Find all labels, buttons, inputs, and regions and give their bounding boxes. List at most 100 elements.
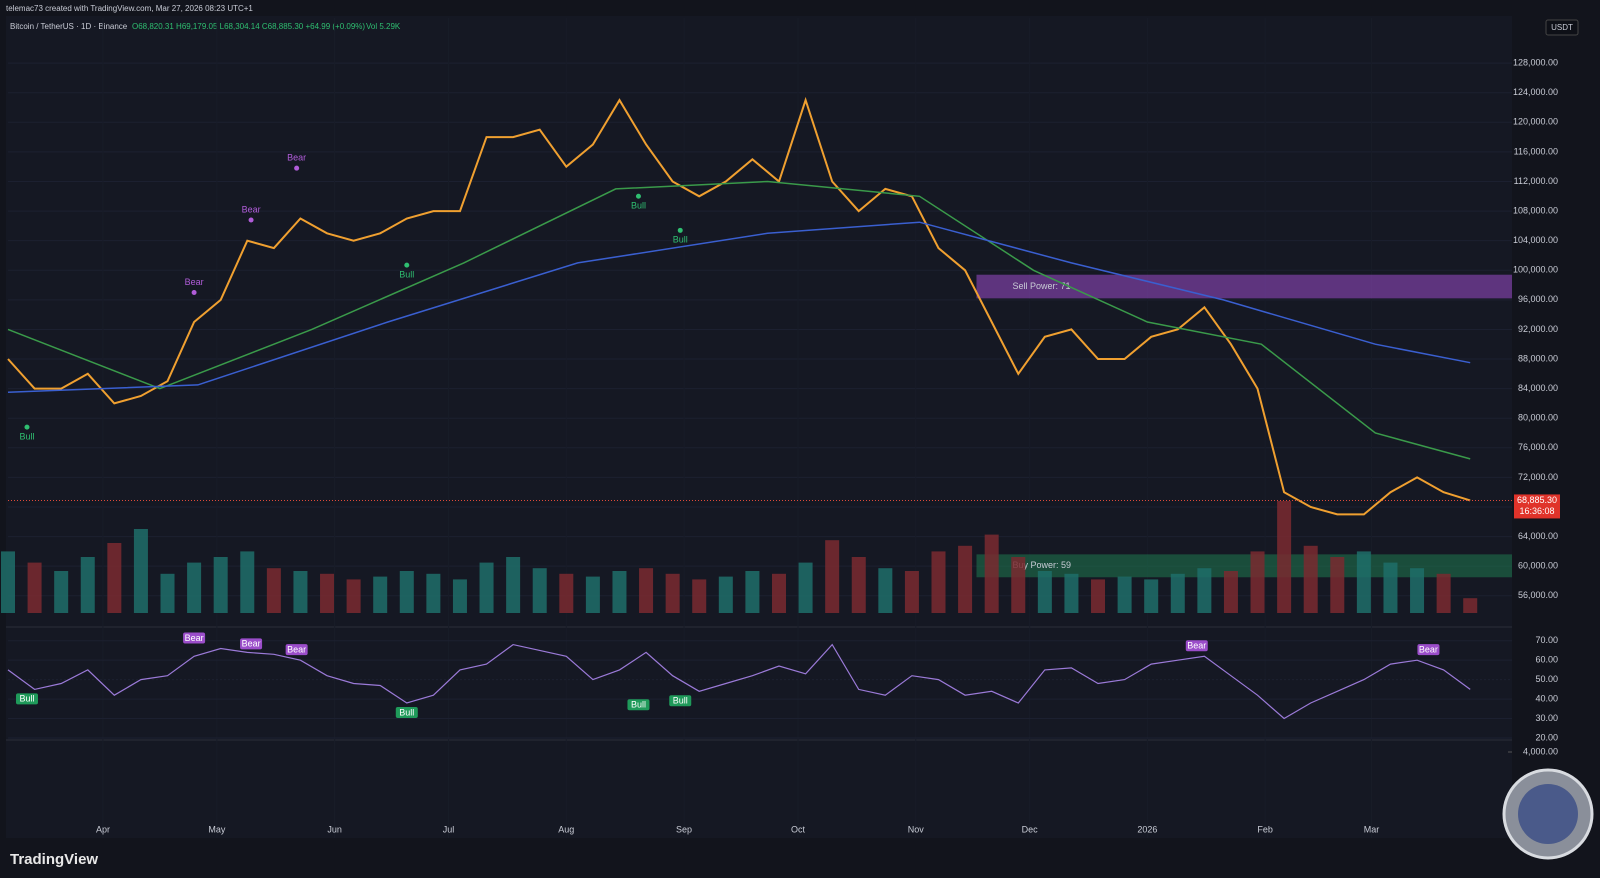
signal-label: Bull [399, 269, 414, 279]
volume-bar [745, 571, 760, 613]
x-tick-label: 2026 [1137, 824, 1157, 834]
y-tick-label: 76,000.00 [1518, 442, 1558, 452]
rsi-signal-label: Bear [185, 633, 204, 643]
volume-bar [133, 529, 148, 613]
x-tick-label: Jul [443, 824, 455, 834]
volume-bar [1011, 557, 1026, 613]
volume-bar [931, 551, 946, 613]
brand: TradingView [10, 851, 98, 868]
volume-bar [984, 534, 999, 613]
volume-bar [373, 576, 388, 613]
volume-bar [54, 571, 69, 613]
ohlc: O68,820.31 H69,179.05 L68,304.14 C68,885… [132, 22, 365, 31]
signal-marker [677, 227, 683, 233]
volume-bar [532, 568, 547, 613]
rsi-tick-label: 40.00 [1535, 693, 1558, 703]
volume-bar [107, 543, 122, 613]
y-tick-label: 104,000.00 [1513, 235, 1558, 245]
volume-bar [320, 573, 335, 613]
volume-bar [825, 540, 840, 613]
volume-bar [1277, 501, 1292, 613]
volume-bar [1117, 576, 1132, 613]
rsi-signal-box [183, 632, 206, 644]
signal-marker [24, 424, 30, 430]
y-tick-label: 108,000.00 [1513, 205, 1558, 215]
volume-bar [213, 557, 228, 613]
plot-area [6, 16, 1512, 838]
y-tick-label: 128,000.00 [1513, 58, 1558, 68]
rsi-signal-label: Bull [19, 694, 34, 704]
y-tick-label: 56,000.00 [1518, 590, 1558, 600]
currency[interactable]: USDT [1551, 23, 1573, 32]
x-tick-label: Nov [908, 824, 925, 834]
volume-bar [718, 576, 733, 613]
rsi-signal-label: Bear [242, 639, 261, 649]
volume-bar [452, 579, 467, 613]
currency-box[interactable] [1545, 19, 1579, 36]
macd-tick-label: 4,000.00 [1523, 746, 1558, 756]
volume-bar [1356, 551, 1371, 613]
y-tick-label: 72,000.00 [1518, 472, 1558, 482]
signal-marker [248, 217, 254, 223]
signal-label: Bull [19, 431, 34, 441]
x-tick-label: Aug [558, 824, 574, 834]
signal-label: Bear [242, 204, 261, 214]
volume-bar [1410, 568, 1425, 613]
y-tick-label: 100,000.00 [1513, 265, 1558, 275]
volume-bar [266, 568, 281, 613]
volume-bar [1383, 562, 1398, 613]
signal-label: Bull [673, 235, 688, 245]
volume-bar [1463, 598, 1478, 613]
volume-bar [1303, 545, 1318, 613]
volume-bar [1223, 571, 1238, 613]
last-price-label: 68,885.30 [1517, 495, 1557, 505]
x-tick-label: Dec [1022, 824, 1039, 834]
volume-bar [1330, 557, 1345, 613]
volume-bar [293, 571, 308, 613]
rsi-tick-label: 20.00 [1535, 732, 1558, 742]
signal-label: Bear [287, 153, 306, 163]
y-tick-label: 96,000.00 [1518, 294, 1558, 304]
volume-bar [851, 557, 866, 613]
y-tick-label: 92,000.00 [1518, 324, 1558, 334]
volume-bar [1197, 568, 1212, 613]
volume-bar [1250, 551, 1265, 613]
volume-bar [1436, 573, 1451, 613]
symbol: Bitcoin / TetherUS · 1D · Binance [10, 22, 128, 31]
volume-bar [240, 551, 255, 613]
volume-bar [506, 557, 521, 613]
rsi-tick-label: 50.00 [1535, 674, 1558, 684]
rsi-signal-box [240, 638, 263, 650]
countdown: 16:36:08 [1519, 506, 1554, 516]
volume-bar [1144, 579, 1159, 613]
x-tick-label: Sep [676, 824, 692, 834]
volume-bar [80, 557, 95, 613]
volume-bar [692, 579, 707, 613]
volume-bar [904, 571, 919, 613]
x-tick-label: May [208, 824, 226, 834]
volume-bar [426, 573, 441, 613]
y-tick-label: 124,000.00 [1513, 87, 1558, 97]
rsi-tick-label: 60.00 [1535, 655, 1558, 665]
volume-bar [160, 573, 175, 613]
rsi-signal-label: Bear [1419, 645, 1438, 655]
signal-marker [635, 193, 641, 199]
volume-bar [1091, 579, 1106, 613]
volume-bar [798, 562, 813, 613]
signal-label: Bull [631, 201, 646, 211]
volume-bar [958, 545, 973, 613]
y-tick-label: 60,000.00 [1518, 561, 1558, 571]
rsi-signal-box [395, 706, 418, 718]
zone-label: Buy Power: 59 [1012, 560, 1071, 570]
last-price-box [1514, 494, 1560, 519]
rsi-signal-label: Bear [1187, 641, 1206, 651]
volume-bar [559, 573, 574, 613]
volume-bar [612, 571, 627, 613]
y-tick-label: 116,000.00 [1514, 146, 1558, 156]
byline: telemac73 created with TradingView.com, … [6, 4, 253, 13]
rsi-signal-label: Bull [399, 707, 414, 717]
rsi-signal-box [1185, 640, 1208, 652]
x-tick-label: Apr [96, 824, 110, 834]
